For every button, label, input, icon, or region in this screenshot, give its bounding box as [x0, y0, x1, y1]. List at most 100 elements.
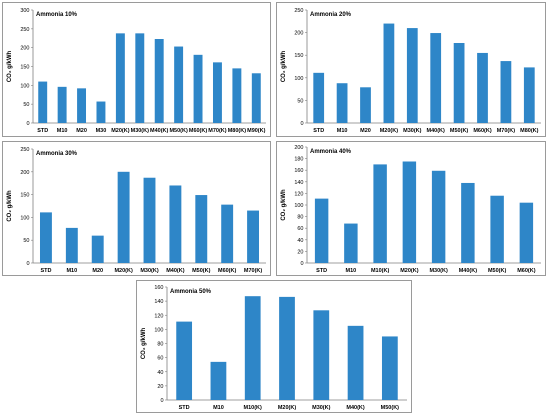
- y-tick-label: 50: [23, 238, 29, 244]
- bar: [344, 223, 358, 263]
- bar: [251, 73, 261, 123]
- y-tick-label: 200: [20, 170, 29, 176]
- y-tick-label: 160: [294, 168, 303, 174]
- bar: [347, 325, 364, 400]
- y-tick-label: 160: [154, 285, 163, 291]
- x-tick-label: M50(K): [488, 268, 507, 274]
- bar: [373, 164, 387, 263]
- bar: [169, 185, 182, 263]
- y-tick-label: 40: [297, 238, 303, 244]
- y-tick-label: 0: [160, 398, 163, 404]
- x-tick-label: M20: [92, 268, 103, 274]
- y-tick-label: 60: [157, 356, 163, 362]
- y-tick-label: 200: [294, 31, 303, 37]
- bar-chart: 0 20 40 60 80 100 120 140 160 180 200 STD M10 M10(K) M…: [281, 145, 541, 274]
- bar: [65, 227, 78, 263]
- chart-title: Ammonia 30%: [36, 151, 78, 157]
- x-tick-label: M60(K): [189, 128, 208, 134]
- bar: [360, 87, 371, 123]
- x-tick-label: M50(K): [169, 128, 188, 134]
- bar: [210, 361, 227, 400]
- chart-panel-ammonia-30: 0 50 100 150 200 250 STD M10 M20 M20(K) M30(K) M40(…: [2, 141, 271, 276]
- bar: [453, 42, 465, 123]
- y-tick-label: 120: [154, 313, 163, 319]
- x-tick-label: M90(K): [247, 128, 266, 134]
- x-tick-label: M50(K): [381, 405, 400, 411]
- x-tick-label: STD: [37, 128, 48, 134]
- chart-title: Ammonia 10%: [36, 12, 78, 18]
- y-tick-label: 150: [294, 53, 303, 59]
- x-tick-label: STD: [40, 268, 51, 274]
- bar: [500, 61, 512, 123]
- y-tick-label: 0: [26, 121, 29, 127]
- bar: [232, 68, 242, 123]
- x-tick-label: STD: [316, 268, 327, 274]
- y-tick-label: 80: [297, 215, 303, 221]
- y-tick-label: 150: [20, 193, 29, 199]
- bar-chart: 0 50 100 150 200 250 STD M10 M20 M20(K) M30(K) M40(…: [7, 147, 266, 274]
- bar: [247, 210, 260, 263]
- x-tick-label: M30(K): [312, 405, 331, 411]
- y-tick-label: 140: [294, 180, 303, 186]
- x-tick-label: M10: [346, 268, 357, 274]
- y-axis-label: CO₂ g/kWh: [141, 328, 147, 360]
- bar: [430, 33, 442, 123]
- bar: [336, 83, 348, 123]
- x-tick-label: M20(K): [114, 268, 133, 274]
- bar: [279, 296, 295, 400]
- y-tick-label: 300: [20, 8, 29, 14]
- x-tick-label: M10: [213, 405, 224, 411]
- x-tick-label: M30(K): [403, 128, 422, 134]
- chart-panel-ammonia-40: 0 20 40 60 80 100 120 140 160 180 200 STD M10 M10(K) M…: [276, 141, 546, 276]
- y-tick-label: 0: [26, 261, 29, 267]
- x-tick-label: M60(K): [218, 268, 237, 274]
- y-tick-label: 100: [154, 327, 163, 333]
- x-tick-label: M20: [360, 128, 371, 134]
- x-tick-label: M10: [337, 128, 348, 134]
- bar: [314, 198, 329, 263]
- x-tick-label: M10: [66, 268, 77, 274]
- x-tick-label: STD: [179, 405, 190, 411]
- y-tick-label: 0: [300, 261, 303, 267]
- bar: [117, 171, 130, 263]
- y-tick-label: 250: [20, 27, 29, 33]
- bar: [402, 161, 417, 263]
- x-tick-label: M70(K): [244, 268, 263, 274]
- y-tick-label: 250: [20, 147, 29, 153]
- x-tick-label: M50(K): [192, 268, 211, 274]
- y-tick-label: 50: [23, 102, 29, 108]
- bar: [195, 195, 208, 263]
- chart-title: Ammonia 50%: [170, 289, 212, 295]
- bar: [477, 52, 488, 123]
- x-tick-label: M30: [96, 128, 107, 134]
- x-tick-label: M20(K): [111, 128, 130, 134]
- y-tick-label: 250: [294, 8, 303, 14]
- bar: [174, 46, 184, 123]
- y-tick-label: 100: [20, 215, 29, 221]
- bar: [212, 62, 222, 123]
- y-tick-label: 100: [20, 83, 29, 89]
- y-tick-label: 50: [297, 98, 303, 104]
- bar: [313, 310, 330, 400]
- y-axis-label: CO₂ g/kWh: [7, 190, 13, 222]
- x-tick-label: M40(K): [150, 128, 169, 134]
- x-tick-label: M70(K): [497, 128, 516, 134]
- x-tick-label: M80(K): [228, 128, 247, 134]
- x-tick-label: M20(K): [380, 128, 399, 134]
- bar-chart: 0 50 100 150 200 250 STD M10 M20 M20(K) M30(K) M40(…: [281, 8, 541, 134]
- bar: [143, 177, 156, 263]
- bar: [244, 296, 261, 400]
- chart-panel-ammonia-10: 0 50 100 150 200 250 300 STD M10 M20 M30 M20(K) M30(…: [2, 2, 271, 137]
- x-tick-label: M40(K): [427, 128, 446, 134]
- bar: [57, 86, 67, 123]
- x-tick-label: M20(K): [400, 268, 419, 274]
- x-tick-label: M40(K): [166, 268, 185, 274]
- y-tick-label: 100: [294, 203, 303, 209]
- bar: [193, 54, 203, 123]
- bar: [154, 39, 164, 123]
- bar: [490, 195, 504, 263]
- bar-chart: 0 50 100 150 200 250 300 STD M10 M20 M30 M20(K) M30(…: [7, 8, 266, 134]
- x-tick-label: M10(K): [244, 405, 263, 411]
- x-tick-label: M20(K): [278, 405, 297, 411]
- x-tick-label: M50(K): [450, 128, 469, 134]
